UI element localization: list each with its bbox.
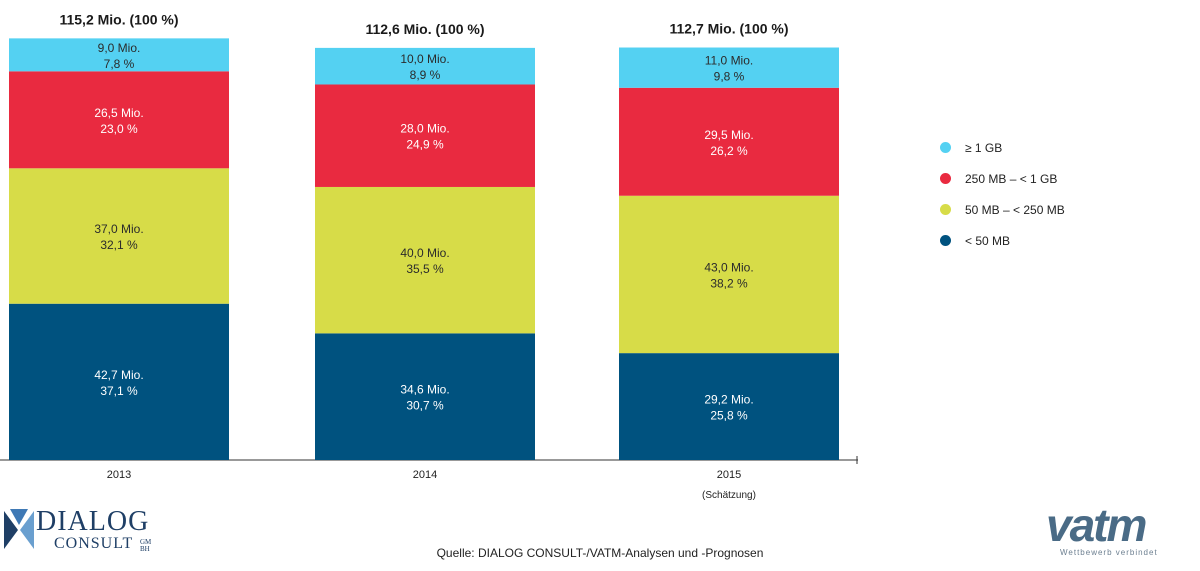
bar-value-label: 42,7 Mio. bbox=[94, 368, 143, 382]
bar-segment bbox=[9, 168, 229, 304]
bar-value-label: 37,0 Mio. bbox=[94, 222, 143, 236]
bar-percent-label: 37,1 % bbox=[100, 384, 138, 398]
legend-label: < 50 MB bbox=[965, 233, 1011, 248]
legend-label: ≥ 1 GB bbox=[965, 140, 1003, 155]
bar-segment bbox=[619, 353, 839, 460]
vatm-logo-tagline: Wettbewerb verbindet bbox=[1060, 548, 1158, 557]
legend-swatch bbox=[940, 235, 951, 246]
bar-percent-label: 32,1 % bbox=[100, 238, 138, 252]
x-tick-note: (Schätzung) bbox=[702, 490, 756, 501]
bar-segment bbox=[9, 71, 229, 169]
bar-value-label: 34,6 Mio. bbox=[400, 383, 449, 397]
bar-segment bbox=[315, 333, 535, 460]
bar-percent-label: 30,7 % bbox=[406, 399, 444, 413]
x-tick-label: 2013 bbox=[107, 469, 131, 481]
bar-segment bbox=[619, 87, 839, 196]
stacked-bar-chart: 42,7 Mio. 37,1 % 37,0 Mio. 32,1 % 26,5 Mio. 2… bbox=[0, 11, 858, 501]
bar-value-label: 26,5 Mio. bbox=[94, 106, 143, 120]
bar-value-label: 28,0 Mio. bbox=[400, 122, 449, 136]
dialog-logo-line1: DIALOG bbox=[36, 506, 150, 537]
bar-value-label: 29,5 Mio. bbox=[704, 128, 753, 142]
legend-item-1gb: ≥ 1 GB bbox=[940, 132, 1065, 163]
bar-percent-label: 24,9 % bbox=[406, 138, 444, 152]
bar-percent-label: 26,2 % bbox=[710, 144, 748, 158]
bar-percent-label: 35,5 % bbox=[406, 262, 444, 276]
bar-segment bbox=[619, 195, 839, 354]
dialog-logo-line2: CONSULT bbox=[54, 535, 134, 552]
dialog-consult-mark-icon bbox=[4, 509, 34, 549]
vatm-logo-word: vatm bbox=[1046, 499, 1147, 551]
dialog-logo-suffix: GM BH bbox=[140, 538, 152, 553]
bar-percent-label: 8,9 % bbox=[410, 68, 441, 82]
bar-segment bbox=[9, 303, 229, 460]
legend-item-250mb-1gb: 250 MB – < 1 GB bbox=[940, 163, 1065, 194]
bar-value-label: 11,0 Mio. bbox=[705, 54, 753, 68]
legend-item-50mb-250mb: 50 MB – < 250 MB bbox=[940, 194, 1065, 225]
bar-segment bbox=[315, 84, 535, 187]
bar-segment bbox=[9, 38, 229, 72]
bar-total-label: 115,2 Mio. (100 %) bbox=[59, 11, 178, 27]
legend-label: 50 MB – < 250 MB bbox=[965, 202, 1065, 217]
legend-swatch bbox=[940, 204, 951, 215]
bar-value-label: 9,0 Mio. bbox=[98, 41, 141, 55]
legend-item-under-50mb: < 50 MB bbox=[940, 225, 1065, 256]
dialog-consult-logo: DIALOG CONSULT GM BH bbox=[2, 505, 172, 561]
x-tick-label: 2014 bbox=[413, 469, 437, 481]
legend-swatch bbox=[940, 173, 951, 184]
x-tick-label: 2015 bbox=[717, 469, 741, 481]
bar-value-label: 43,0 Mio. bbox=[704, 260, 753, 274]
bar-percent-label: 9,8 % bbox=[714, 70, 745, 84]
bar-percent-label: 23,0 % bbox=[100, 122, 138, 136]
bar-value-label: 29,2 Mio. bbox=[704, 393, 753, 407]
bar-total-label: 112,7 Mio. (100 %) bbox=[669, 21, 788, 37]
source-note: Quelle: DIALOG CONSULT-/VATM-Analysen un… bbox=[436, 546, 764, 560]
bar-percent-label: 7,8 % bbox=[104, 57, 135, 71]
vatm-logo: vatm Wettbewerb verbindet bbox=[1046, 502, 1196, 564]
bar-value-label: 10,0 Mio. bbox=[400, 52, 449, 66]
bar-total-label: 112,6 Mio. (100 %) bbox=[365, 21, 484, 37]
bar-segment bbox=[315, 47, 535, 85]
bar-percent-label: 38,2 % bbox=[710, 276, 748, 290]
legend-swatch bbox=[940, 142, 951, 153]
legend: ≥ 1 GB 250 MB – < 1 GB 50 MB – < 250 MB … bbox=[940, 132, 1065, 256]
bar-segment bbox=[315, 186, 535, 334]
bar-value-label: 40,0 Mio. bbox=[400, 246, 449, 260]
bar-segment bbox=[619, 47, 839, 88]
bar-percent-label: 25,8 % bbox=[710, 409, 748, 423]
legend-label: 250 MB – < 1 GB bbox=[965, 171, 1058, 186]
